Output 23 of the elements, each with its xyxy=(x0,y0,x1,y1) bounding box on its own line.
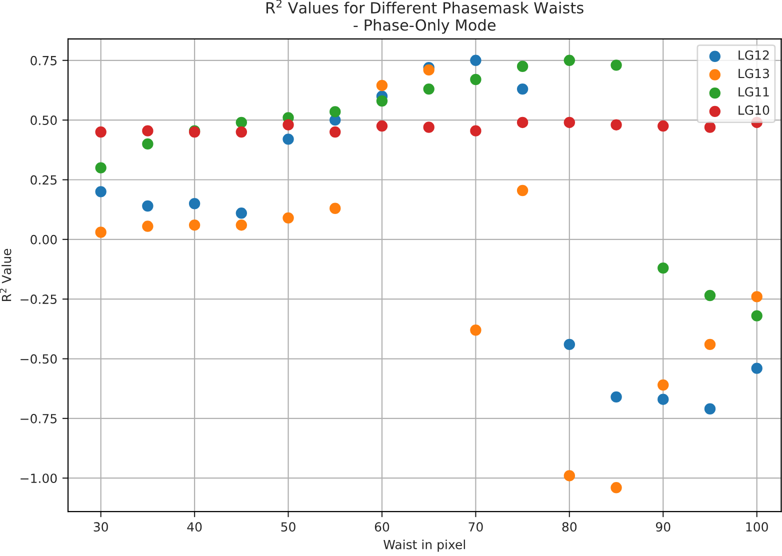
x-tick-label: 30 xyxy=(94,522,108,532)
legend-label: LG12 xyxy=(738,50,769,60)
y-tick-label: −0.75 xyxy=(20,414,57,424)
y-tick-label: 0.00 xyxy=(30,234,57,244)
y-tick-label: 0.25 xyxy=(30,175,57,185)
legend-label: LG13 xyxy=(738,68,769,78)
y-tick-label: −0.25 xyxy=(20,294,57,304)
y-tick-label: 0.75 xyxy=(30,56,57,66)
legend-label: LG11 xyxy=(738,87,769,97)
x-tick-label: 50 xyxy=(281,522,296,532)
y-tick-label: −1.00 xyxy=(20,474,57,484)
chart-title: R$^{2}$ Values for Different Phasemask Waists - Phase-Only Mode xyxy=(266,0,584,34)
x-tick-label: 100 xyxy=(746,522,768,532)
x-tick-label: 70 xyxy=(468,522,483,532)
y-tick-label: 0.50 xyxy=(30,116,57,125)
x-tick-label: 60 xyxy=(374,522,390,532)
y-axis-title: R$^{2}$ Value xyxy=(0,248,12,301)
x-axis-title: Waist in pixel xyxy=(384,540,465,552)
x-tick-label: 40 xyxy=(187,522,202,532)
y-tick-label: −0.50 xyxy=(20,354,57,364)
x-tick-label: 80 xyxy=(562,522,577,532)
legend-label: LG10 xyxy=(738,105,770,115)
x-tick-label: 90 xyxy=(656,522,670,532)
